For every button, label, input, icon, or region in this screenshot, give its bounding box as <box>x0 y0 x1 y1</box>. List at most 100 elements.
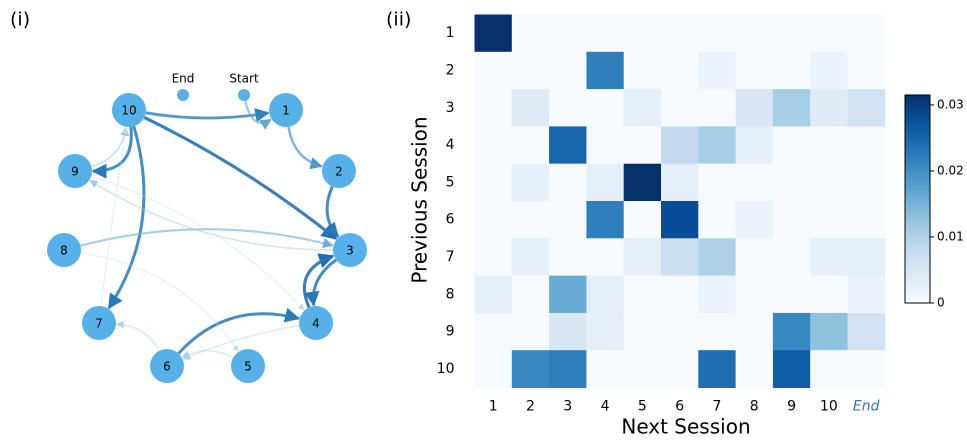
cell <box>772 312 811 351</box>
edge <box>287 126 323 170</box>
cell <box>474 238 513 277</box>
cell <box>511 238 550 277</box>
cell <box>511 163 550 202</box>
cell <box>810 312 848 351</box>
x-tick-label: 4 <box>601 399 610 415</box>
cell <box>511 275 550 314</box>
cell <box>810 126 848 165</box>
node-label: 8 <box>60 244 68 258</box>
cell <box>772 163 811 202</box>
x-axis-label: Next Session <box>621 415 750 439</box>
cell <box>698 14 737 53</box>
edge <box>143 116 338 240</box>
cell <box>847 275 886 314</box>
cell <box>586 163 625 202</box>
cell <box>474 89 513 127</box>
cell <box>623 312 662 351</box>
cell <box>772 126 811 165</box>
cell <box>586 14 625 53</box>
cell <box>511 89 550 127</box>
node-label: End <box>172 72 195 86</box>
y-tick-label: 10 <box>437 361 455 377</box>
cell <box>549 14 587 53</box>
edge <box>177 307 301 355</box>
node <box>299 306 333 340</box>
cell <box>698 51 737 90</box>
cell <box>735 14 774 53</box>
cell <box>661 275 699 314</box>
y-tick-label: 9 <box>446 324 455 340</box>
cell <box>772 275 811 314</box>
cell <box>661 14 699 53</box>
colorbar-tick-label: 0 <box>937 296 945 310</box>
cell <box>772 350 811 388</box>
cell <box>623 14 662 53</box>
cell <box>810 14 848 53</box>
node <box>47 233 81 267</box>
colorbar <box>904 94 931 304</box>
cell <box>586 89 625 127</box>
node <box>322 154 356 188</box>
cell <box>623 201 662 239</box>
edge <box>100 127 129 307</box>
edge <box>304 258 338 307</box>
cell <box>661 126 699 165</box>
cell <box>847 51 886 90</box>
cell <box>772 14 811 53</box>
cell <box>698 89 737 127</box>
edge <box>182 325 300 360</box>
cell <box>698 201 737 239</box>
cell <box>810 163 848 202</box>
cell <box>661 201 699 239</box>
cell <box>511 312 550 351</box>
cell <box>810 350 848 388</box>
cell <box>661 350 699 388</box>
cell <box>661 51 699 90</box>
y-axis-label: Previous Session <box>408 116 432 283</box>
cell <box>661 163 699 202</box>
cell <box>847 163 886 202</box>
edge <box>116 320 160 352</box>
cell <box>623 275 662 314</box>
cell <box>586 201 625 239</box>
cell <box>698 238 737 277</box>
cell <box>810 238 848 277</box>
cell <box>772 201 811 239</box>
cell <box>586 238 625 277</box>
edge <box>91 126 133 179</box>
cell <box>847 312 886 351</box>
cell <box>586 350 625 388</box>
cell <box>772 89 811 127</box>
cell <box>549 126 587 165</box>
cell <box>549 275 587 314</box>
cell <box>623 51 662 90</box>
cell <box>661 89 699 127</box>
cell <box>511 201 550 239</box>
cell <box>698 275 737 314</box>
cell <box>586 275 625 314</box>
node-label: Start <box>229 72 259 86</box>
y-tick-label: 1 <box>446 25 455 41</box>
cell <box>847 238 886 277</box>
cell <box>549 163 587 202</box>
y-tick-label: 6 <box>446 212 455 228</box>
cell <box>847 126 886 165</box>
cell <box>586 51 625 90</box>
cell <box>735 201 774 239</box>
node-label: 6 <box>163 360 171 374</box>
y-tick-label: 3 <box>446 100 455 116</box>
cell <box>549 89 587 127</box>
node-label: 5 <box>244 360 252 374</box>
cell <box>810 201 848 239</box>
cell <box>735 51 774 90</box>
cell <box>810 275 848 314</box>
cell <box>698 163 737 202</box>
node <box>82 306 116 340</box>
x-tick-label: 10 <box>820 399 838 415</box>
cell <box>511 350 550 388</box>
cell <box>810 89 848 127</box>
cell <box>698 312 737 351</box>
cell <box>474 275 513 314</box>
cell <box>623 163 662 202</box>
